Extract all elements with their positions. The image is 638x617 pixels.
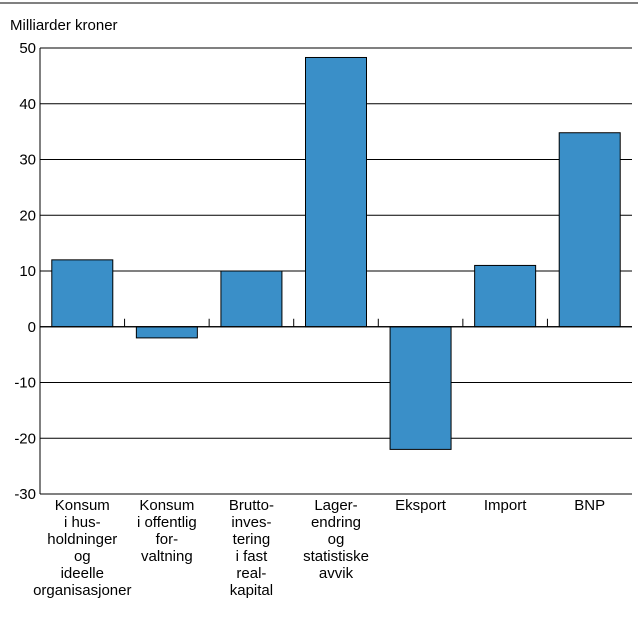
category-label: organisasjoner xyxy=(33,582,131,599)
category-label: tering xyxy=(233,531,271,548)
y-tick-label: 50 xyxy=(19,40,36,57)
category-label: inves- xyxy=(231,514,271,531)
bar xyxy=(305,56,367,328)
category-label: BNP xyxy=(574,497,605,514)
category-label: ideelle xyxy=(61,565,104,582)
category-label: valtning xyxy=(141,548,193,565)
y-axis-label: Milliarder kroner xyxy=(10,17,118,34)
category-label: kapital xyxy=(230,582,273,599)
category-label: Brutto- xyxy=(229,497,274,514)
category-label: endring xyxy=(311,514,361,531)
y-tick-label: 40 xyxy=(19,96,36,113)
y-tick-label: -20 xyxy=(14,430,36,447)
category-label: og xyxy=(74,548,91,565)
bar xyxy=(135,326,198,339)
y-tick-label: 10 xyxy=(19,263,36,280)
category-label: avvik xyxy=(319,565,354,582)
category-label: i offentlig xyxy=(137,514,197,531)
category-label: og xyxy=(328,531,345,548)
bars xyxy=(51,56,621,450)
category-label: i fast xyxy=(236,548,269,565)
bar xyxy=(51,259,114,328)
category-label: Konsum xyxy=(55,497,110,514)
category-label: Konsum xyxy=(139,497,194,514)
category-label: Lager- xyxy=(314,497,357,514)
category-label: holdninger xyxy=(47,531,117,548)
y-tick-label: 30 xyxy=(19,152,36,169)
y-tick-label: -30 xyxy=(14,486,36,503)
bar xyxy=(389,326,452,450)
category-label: i hus- xyxy=(64,514,101,531)
y-tick-labels: 50 40 30 20 10 0 -10 -20 -30 xyxy=(14,40,36,503)
bar xyxy=(220,270,283,328)
zero-axis xyxy=(40,318,632,328)
bar xyxy=(474,264,537,328)
y-tick-label: 20 xyxy=(19,207,36,224)
category-label: Import xyxy=(484,497,527,514)
y-tick-label: -10 xyxy=(14,375,36,392)
category-label: statistiske xyxy=(303,548,369,565)
y-tick-label: 0 xyxy=(28,319,36,336)
category-label: real- xyxy=(236,565,266,582)
category-label: Eksport xyxy=(395,497,447,514)
bar xyxy=(558,132,621,328)
category-label: for- xyxy=(156,531,179,548)
